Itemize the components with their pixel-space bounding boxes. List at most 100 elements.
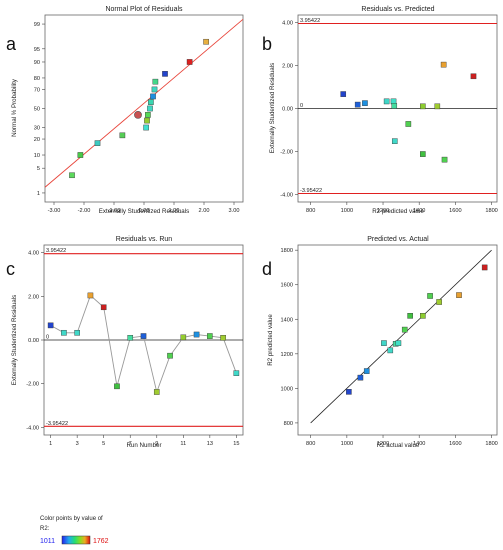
panel-c-point bbox=[180, 334, 187, 341]
panel-b-xtick-label: 800 bbox=[306, 208, 315, 214]
panel-c-xtick-label: 13 bbox=[207, 441, 213, 447]
panel-b-xtick-label: 1200 bbox=[377, 208, 389, 214]
panel-d-xtick-label: 1000 bbox=[341, 441, 353, 447]
panel-a-title: Normal Plot of Residuals bbox=[105, 6, 183, 13]
panel-c-residuals-vs-run: c Residuals vs. Run Run Number Externall… bbox=[6, 236, 244, 449]
panel-c-point bbox=[193, 331, 200, 338]
panel-d-title: Predicted vs. Actual bbox=[367, 236, 429, 243]
panel-d-xlabel: R2 actual value bbox=[377, 442, 420, 449]
panel-d-point bbox=[420, 313, 426, 319]
panel-d-ytick-label: 1000 bbox=[281, 386, 293, 392]
panel-a-point bbox=[148, 99, 154, 105]
legend-title-line1: Color points by value of bbox=[40, 516, 103, 522]
panel-a-ytick-label: 80 bbox=[34, 76, 40, 82]
panel-a-xtick-label: 0.00 bbox=[139, 208, 150, 214]
panel-label-d: d bbox=[262, 259, 272, 279]
panel-c-point bbox=[127, 335, 134, 341]
panel-b-ytick-label: 2.00 bbox=[282, 64, 293, 70]
panel-c-zero-label: 0 bbox=[46, 335, 49, 341]
panel-b-title: Residuals vs. Predicted bbox=[361, 6, 434, 13]
panel-d-point bbox=[381, 340, 387, 346]
panel-c-point bbox=[61, 329, 67, 336]
panel-a-point bbox=[77, 152, 84, 158]
panel-b-zero-label: 0 bbox=[300, 103, 303, 109]
panel-b-point bbox=[441, 156, 448, 163]
panel-d-point bbox=[481, 264, 488, 271]
panel-b-point bbox=[362, 100, 368, 106]
panel-d-point bbox=[387, 347, 394, 354]
panel-b-point bbox=[405, 121, 412, 127]
legend-color-bar bbox=[61, 535, 91, 545]
panel-a-ytick-label: 5 bbox=[37, 166, 40, 172]
panel-d-ytick-label: 1600 bbox=[281, 283, 293, 289]
panel-c-xtick-label: 3 bbox=[76, 441, 79, 447]
panel-b-xlabel: R2 predicted value bbox=[372, 208, 424, 215]
panel-c-point bbox=[87, 292, 94, 299]
panel-b-ytick-label: -4.00 bbox=[280, 192, 293, 198]
panel-c-xtick-label: 9 bbox=[155, 441, 158, 447]
panel-a-point bbox=[203, 38, 209, 45]
panel-b-ylabel: Externally Studentized Residuals bbox=[269, 63, 276, 153]
panel-b-ytick-label: 0.00 bbox=[282, 107, 293, 113]
panel-c-point bbox=[74, 329, 80, 336]
panel-d-predicted-vs-actual: d Predicted vs. Actual R2 actual value R… bbox=[262, 236, 498, 449]
panel-d-fit-line bbox=[310, 249, 492, 424]
panel-d-ytick-label: 1400 bbox=[281, 317, 293, 323]
panel-b-point bbox=[383, 98, 390, 105]
color-legend: Color points by value of R2: 1011 1762 bbox=[40, 516, 109, 545]
panel-d-xtick-label: 1800 bbox=[485, 441, 497, 447]
panel-a-xtick-label: 2.00 bbox=[199, 208, 210, 214]
panel-d-xtick-label: 800 bbox=[306, 441, 315, 447]
legend-min-value: 1011 bbox=[40, 538, 55, 545]
panel-c-lower-limit-label: -3.95422 bbox=[46, 421, 68, 427]
panel-c-ytick-label: 2.00 bbox=[28, 294, 39, 300]
panel-d-point bbox=[436, 299, 442, 305]
panel-a-point bbox=[151, 86, 158, 93]
panel-b-xtick-label: 1000 bbox=[341, 208, 353, 214]
panel-a-point bbox=[134, 111, 142, 119]
panel-a-point bbox=[150, 93, 156, 100]
panel-c-xtick-label: 5 bbox=[102, 441, 105, 447]
panel-d-ytick-label: 1200 bbox=[281, 352, 293, 358]
panel-d-point bbox=[407, 313, 413, 319]
panel-b-residuals-vs-predicted: b Residuals vs. Predicted R2 predicted v… bbox=[262, 6, 498, 215]
legend-title-line2: R2: bbox=[40, 526, 50, 532]
panel-a-ytick-label: 1 bbox=[37, 191, 40, 197]
panel-a-xtick-label: 3.00 bbox=[229, 208, 240, 214]
panel-c-upper-limit-label: 3.95422 bbox=[46, 248, 66, 254]
panel-label-b: b bbox=[262, 34, 272, 54]
panel-a-xlabel: Externally Studentized Residuals bbox=[99, 208, 189, 215]
panel-a-ytick-label: 90 bbox=[34, 60, 40, 66]
panel-b-xtick-label: 1800 bbox=[485, 208, 497, 214]
panel-b-xtick-label: 1400 bbox=[413, 208, 425, 214]
panel-b-point bbox=[391, 138, 398, 144]
panel-c-ylabel: Externally Studentized Residuals bbox=[11, 295, 18, 385]
panel-c-point bbox=[153, 389, 160, 395]
panel-d-point bbox=[401, 326, 408, 333]
panel-c-point bbox=[167, 352, 173, 359]
panel-c-xtick-label: 11 bbox=[180, 441, 186, 447]
panel-a-normal-plot: a Normal Plot of Residuals Externally St… bbox=[6, 6, 244, 215]
panel-d-xtick-label: 1600 bbox=[449, 441, 461, 447]
panel-a-ytick-label: 70 bbox=[34, 87, 40, 93]
panel-c-point bbox=[100, 304, 107, 311]
panel-c-point bbox=[114, 383, 120, 390]
panel-b-point bbox=[434, 103, 441, 110]
panel-d-ytick-label: 800 bbox=[284, 421, 293, 427]
panel-a-point bbox=[152, 78, 159, 85]
panel-d-point bbox=[363, 368, 370, 374]
panel-c-xlabel: Run Number bbox=[126, 442, 161, 449]
panel-a-point bbox=[94, 140, 101, 146]
panel-a-xtick-label: -1.00 bbox=[108, 208, 121, 214]
panel-a-point bbox=[162, 71, 168, 77]
panel-d-ylabel: R2 predicted value bbox=[267, 314, 274, 366]
panel-b-lower-limit-label: -3.95422 bbox=[300, 188, 322, 194]
panel-a-ytick-label: 20 bbox=[34, 137, 40, 143]
panel-c-title: Residuals vs. Run bbox=[116, 236, 173, 243]
panel-c-xtick-label: 1 bbox=[49, 441, 52, 447]
panel-b-xtick-label: 1600 bbox=[449, 208, 461, 214]
panel-b-upper-limit-label: 3.95422 bbox=[300, 18, 320, 24]
panel-d-point bbox=[456, 292, 462, 298]
panel-d-ytick-label: 1800 bbox=[281, 248, 293, 254]
